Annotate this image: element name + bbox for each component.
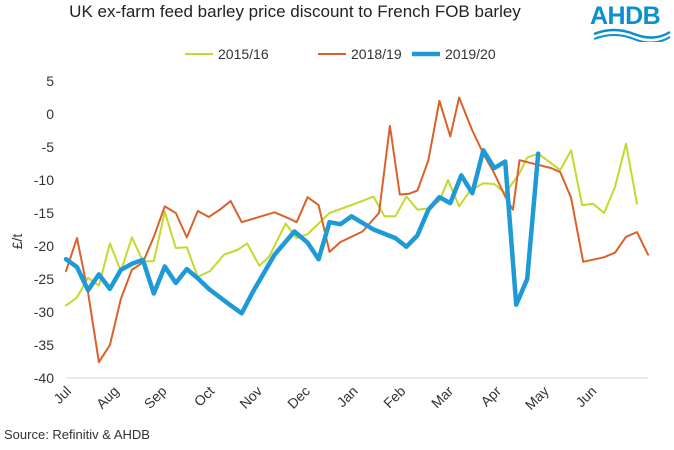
legend-label-2019-20: 2019/20 xyxy=(445,46,496,62)
y-tick-label: 0 xyxy=(46,106,54,122)
series-line-2019-20 xyxy=(63,148,541,316)
ahdb-logo: AHDB xyxy=(590,2,672,42)
y-tick-label: -35 xyxy=(34,337,54,353)
x-tick-label: Jan xyxy=(333,383,360,410)
legend-label-2015-16: 2015/16 xyxy=(218,46,269,62)
y-tick-label: -30 xyxy=(34,304,54,320)
y-tick-label: -15 xyxy=(34,205,54,221)
chart-title: UK ex-farm feed barley price discount to… xyxy=(69,2,521,21)
x-tick-label: Sep xyxy=(141,383,170,412)
logo-wave-icon xyxy=(593,28,671,42)
logo-text: AHDB xyxy=(590,2,661,30)
y-tick-label: -5 xyxy=(42,139,55,155)
x-tick-label: Oct xyxy=(191,383,218,410)
y-axis-title: £/t xyxy=(9,234,25,250)
series-line-2015-16 xyxy=(65,142,638,307)
source-note: Source: Refinitiv & AHDB xyxy=(4,427,150,442)
x-tick-label: Nov xyxy=(236,383,265,412)
y-tick-label: -25 xyxy=(34,271,54,287)
x-tick-label: Apr xyxy=(477,383,504,410)
y-tick-label: -20 xyxy=(34,238,54,254)
x-tick-label: Feb xyxy=(380,383,409,412)
x-tick-label: Aug xyxy=(93,383,122,412)
y-tick-label: -40 xyxy=(34,370,54,386)
x-tick-label: Dec xyxy=(284,383,313,412)
x-tick-label: Jul xyxy=(50,383,74,407)
x-tick-label: Mar xyxy=(428,383,457,412)
axes: 5 0 -5 -10 -15 -20 -25 -30 -35 -40 £/t Jul Aug Sep Oct… xyxy=(9,73,648,413)
x-tick-label: Jun xyxy=(572,383,599,410)
x-tick-label: May xyxy=(522,383,552,413)
legend: 2015/16 2018/19 2019/20 xyxy=(185,46,496,62)
series-line-2018-19 xyxy=(65,96,649,364)
y-tick-label: -10 xyxy=(34,172,54,188)
series-lines xyxy=(63,96,649,364)
legend-label-2018-19: 2018/19 xyxy=(351,46,402,62)
y-tick-label: 5 xyxy=(46,73,54,89)
